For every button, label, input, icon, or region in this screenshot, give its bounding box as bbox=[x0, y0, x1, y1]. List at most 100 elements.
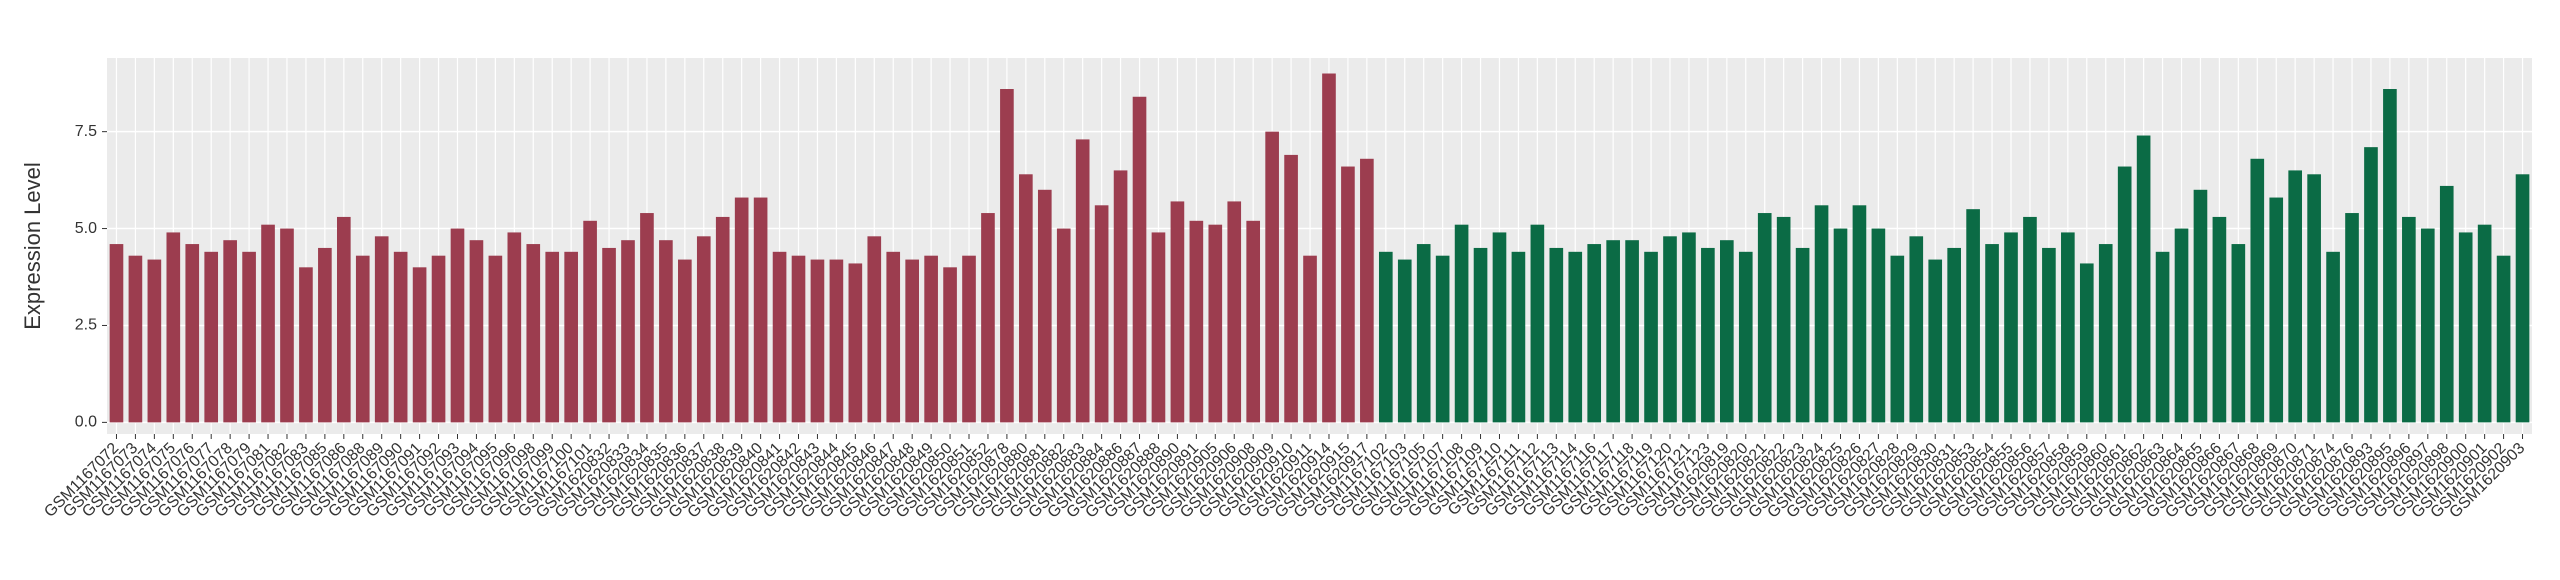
bar bbox=[2117, 166, 2132, 423]
bar bbox=[318, 247, 332, 423]
bar bbox=[734, 197, 749, 423]
bar bbox=[204, 251, 219, 423]
bar bbox=[1682, 232, 1696, 423]
bar bbox=[1738, 251, 1753, 423]
bar bbox=[2288, 170, 2303, 423]
bar bbox=[1795, 247, 1810, 423]
bar bbox=[2042, 247, 2056, 423]
bar bbox=[1985, 244, 1999, 423]
bar bbox=[1113, 170, 1128, 423]
bar bbox=[128, 255, 143, 423]
bar bbox=[1303, 255, 1317, 423]
bar bbox=[2098, 244, 2113, 423]
bar bbox=[185, 244, 200, 423]
bar bbox=[810, 259, 825, 423]
bar bbox=[1075, 139, 1090, 423]
bar bbox=[2155, 251, 2170, 423]
bar bbox=[829, 259, 844, 423]
bar bbox=[602, 247, 616, 423]
y-tick-label: 0.0 bbox=[75, 414, 97, 431]
bar bbox=[1132, 96, 1147, 423]
bar bbox=[2212, 216, 2227, 423]
bar bbox=[2383, 89, 2397, 423]
bar bbox=[621, 240, 635, 423]
bar bbox=[2439, 185, 2454, 423]
bar bbox=[2345, 213, 2359, 423]
bar bbox=[1549, 247, 1564, 423]
bar bbox=[545, 251, 560, 423]
bar bbox=[242, 251, 256, 423]
bar bbox=[507, 232, 522, 423]
bar bbox=[924, 255, 938, 423]
bar bbox=[1757, 213, 1772, 423]
bar bbox=[1227, 201, 1242, 423]
bar bbox=[981, 213, 995, 423]
bar bbox=[678, 259, 692, 423]
bar bbox=[1814, 205, 1829, 423]
bar bbox=[2174, 228, 2189, 423]
y-tick-label: 7.5 bbox=[75, 123, 97, 140]
bar bbox=[431, 255, 446, 423]
bar bbox=[1511, 251, 1526, 423]
bar bbox=[2023, 216, 2037, 423]
bar bbox=[1644, 251, 1658, 423]
bar bbox=[1568, 251, 1583, 423]
bar bbox=[261, 224, 275, 423]
bar bbox=[1416, 244, 1431, 423]
bar bbox=[772, 251, 787, 423]
bar bbox=[166, 232, 181, 423]
bar bbox=[2250, 158, 2265, 423]
bar bbox=[2079, 263, 2094, 423]
bar bbox=[962, 255, 976, 423]
bar bbox=[1909, 236, 1924, 423]
bar bbox=[2231, 244, 2246, 423]
bar bbox=[2326, 251, 2340, 423]
bar bbox=[1189, 220, 1204, 423]
bar bbox=[791, 255, 806, 423]
bar bbox=[1625, 240, 1639, 423]
bar bbox=[753, 197, 768, 423]
bar bbox=[1454, 224, 1469, 423]
y-axis-title: Expression Level bbox=[20, 162, 45, 330]
bar bbox=[2364, 147, 2378, 423]
bar bbox=[1663, 236, 1677, 423]
bar bbox=[696, 236, 711, 423]
bar bbox=[1928, 259, 1943, 423]
y-tick-label: 2.5 bbox=[75, 317, 97, 334]
bar bbox=[1852, 205, 1867, 423]
bar bbox=[905, 259, 919, 423]
bar bbox=[109, 244, 124, 423]
y-tick-label: 5.0 bbox=[75, 220, 97, 237]
bar bbox=[2420, 228, 2435, 423]
bar bbox=[715, 216, 730, 423]
bar bbox=[1037, 189, 1052, 423]
bar bbox=[659, 240, 673, 423]
bar bbox=[2307, 174, 2321, 423]
bar bbox=[1720, 240, 1734, 423]
bar bbox=[1322, 73, 1336, 423]
bar bbox=[1947, 247, 1961, 423]
bar bbox=[1378, 251, 1393, 423]
bar bbox=[583, 220, 597, 423]
bar bbox=[299, 267, 313, 423]
bar bbox=[1587, 244, 1602, 423]
bar bbox=[2269, 197, 2284, 423]
bar bbox=[488, 255, 503, 423]
bar bbox=[412, 267, 427, 423]
bar bbox=[2477, 224, 2492, 423]
bar bbox=[1890, 255, 1905, 423]
bar bbox=[1871, 228, 1886, 423]
bar bbox=[1246, 220, 1261, 423]
bar bbox=[1284, 154, 1298, 423]
bar bbox=[223, 240, 237, 423]
bar bbox=[2515, 174, 2530, 423]
bar bbox=[1966, 209, 1980, 423]
bar bbox=[1265, 131, 1279, 423]
bar bbox=[2496, 255, 2511, 423]
bar bbox=[1492, 232, 1507, 423]
bar bbox=[1151, 232, 1166, 423]
bar bbox=[1341, 166, 1355, 423]
bar bbox=[1397, 259, 1412, 423]
bar bbox=[1833, 228, 1848, 423]
